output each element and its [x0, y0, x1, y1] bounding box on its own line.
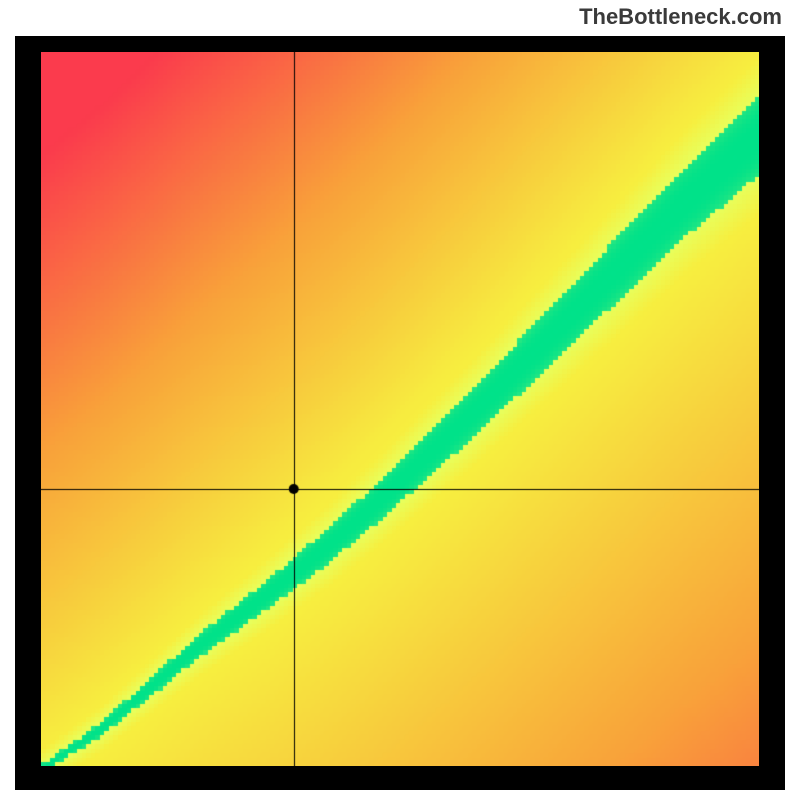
watermark-text: TheBottleneck.com — [579, 4, 782, 30]
chart-frame — [15, 36, 785, 790]
chart-container: TheBottleneck.com — [0, 0, 800, 800]
heatmap-canvas — [41, 52, 759, 766]
